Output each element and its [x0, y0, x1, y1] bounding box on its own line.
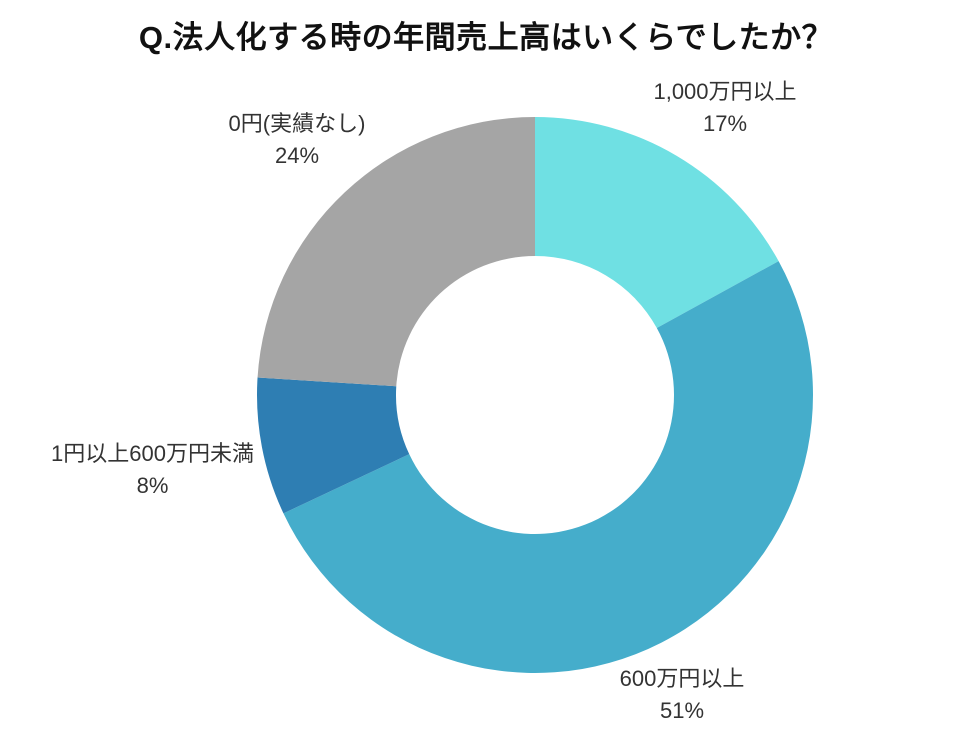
segment-label-text: 600万円以上	[619, 666, 745, 691]
segment-percent-text: 24%	[274, 142, 320, 168]
segment-label-text: 1円以上600万円未満	[51, 441, 254, 466]
segment-label-1000manyen-plus: 1,000万円以上 17%	[615, 76, 835, 140]
segment-label-zero-yen: 0円(実績なし) 24%	[187, 108, 407, 172]
segment-percent-text: 8%	[136, 472, 169, 498]
pie-slice-1	[283, 261, 814, 674]
segment-label-text: 1,000万円以上	[653, 79, 797, 104]
segment-percent-text: 17%	[702, 110, 748, 136]
segment-label-1yen-to-600man: 1円以上600万円未満 8%	[20, 438, 285, 502]
segment-label-600manyen-plus: 600万円以上 51%	[572, 663, 792, 727]
pie-slice-0	[535, 117, 779, 329]
pie-slice-2	[257, 377, 410, 514]
chart-title: Q.法人化する時の年間売上高はいくらでしたか？	[138, 20, 834, 55]
pie-slice-3	[257, 117, 535, 387]
segment-percent-text: 51%	[659, 697, 705, 723]
segment-label-text: 0円(実績なし)	[228, 111, 366, 136]
